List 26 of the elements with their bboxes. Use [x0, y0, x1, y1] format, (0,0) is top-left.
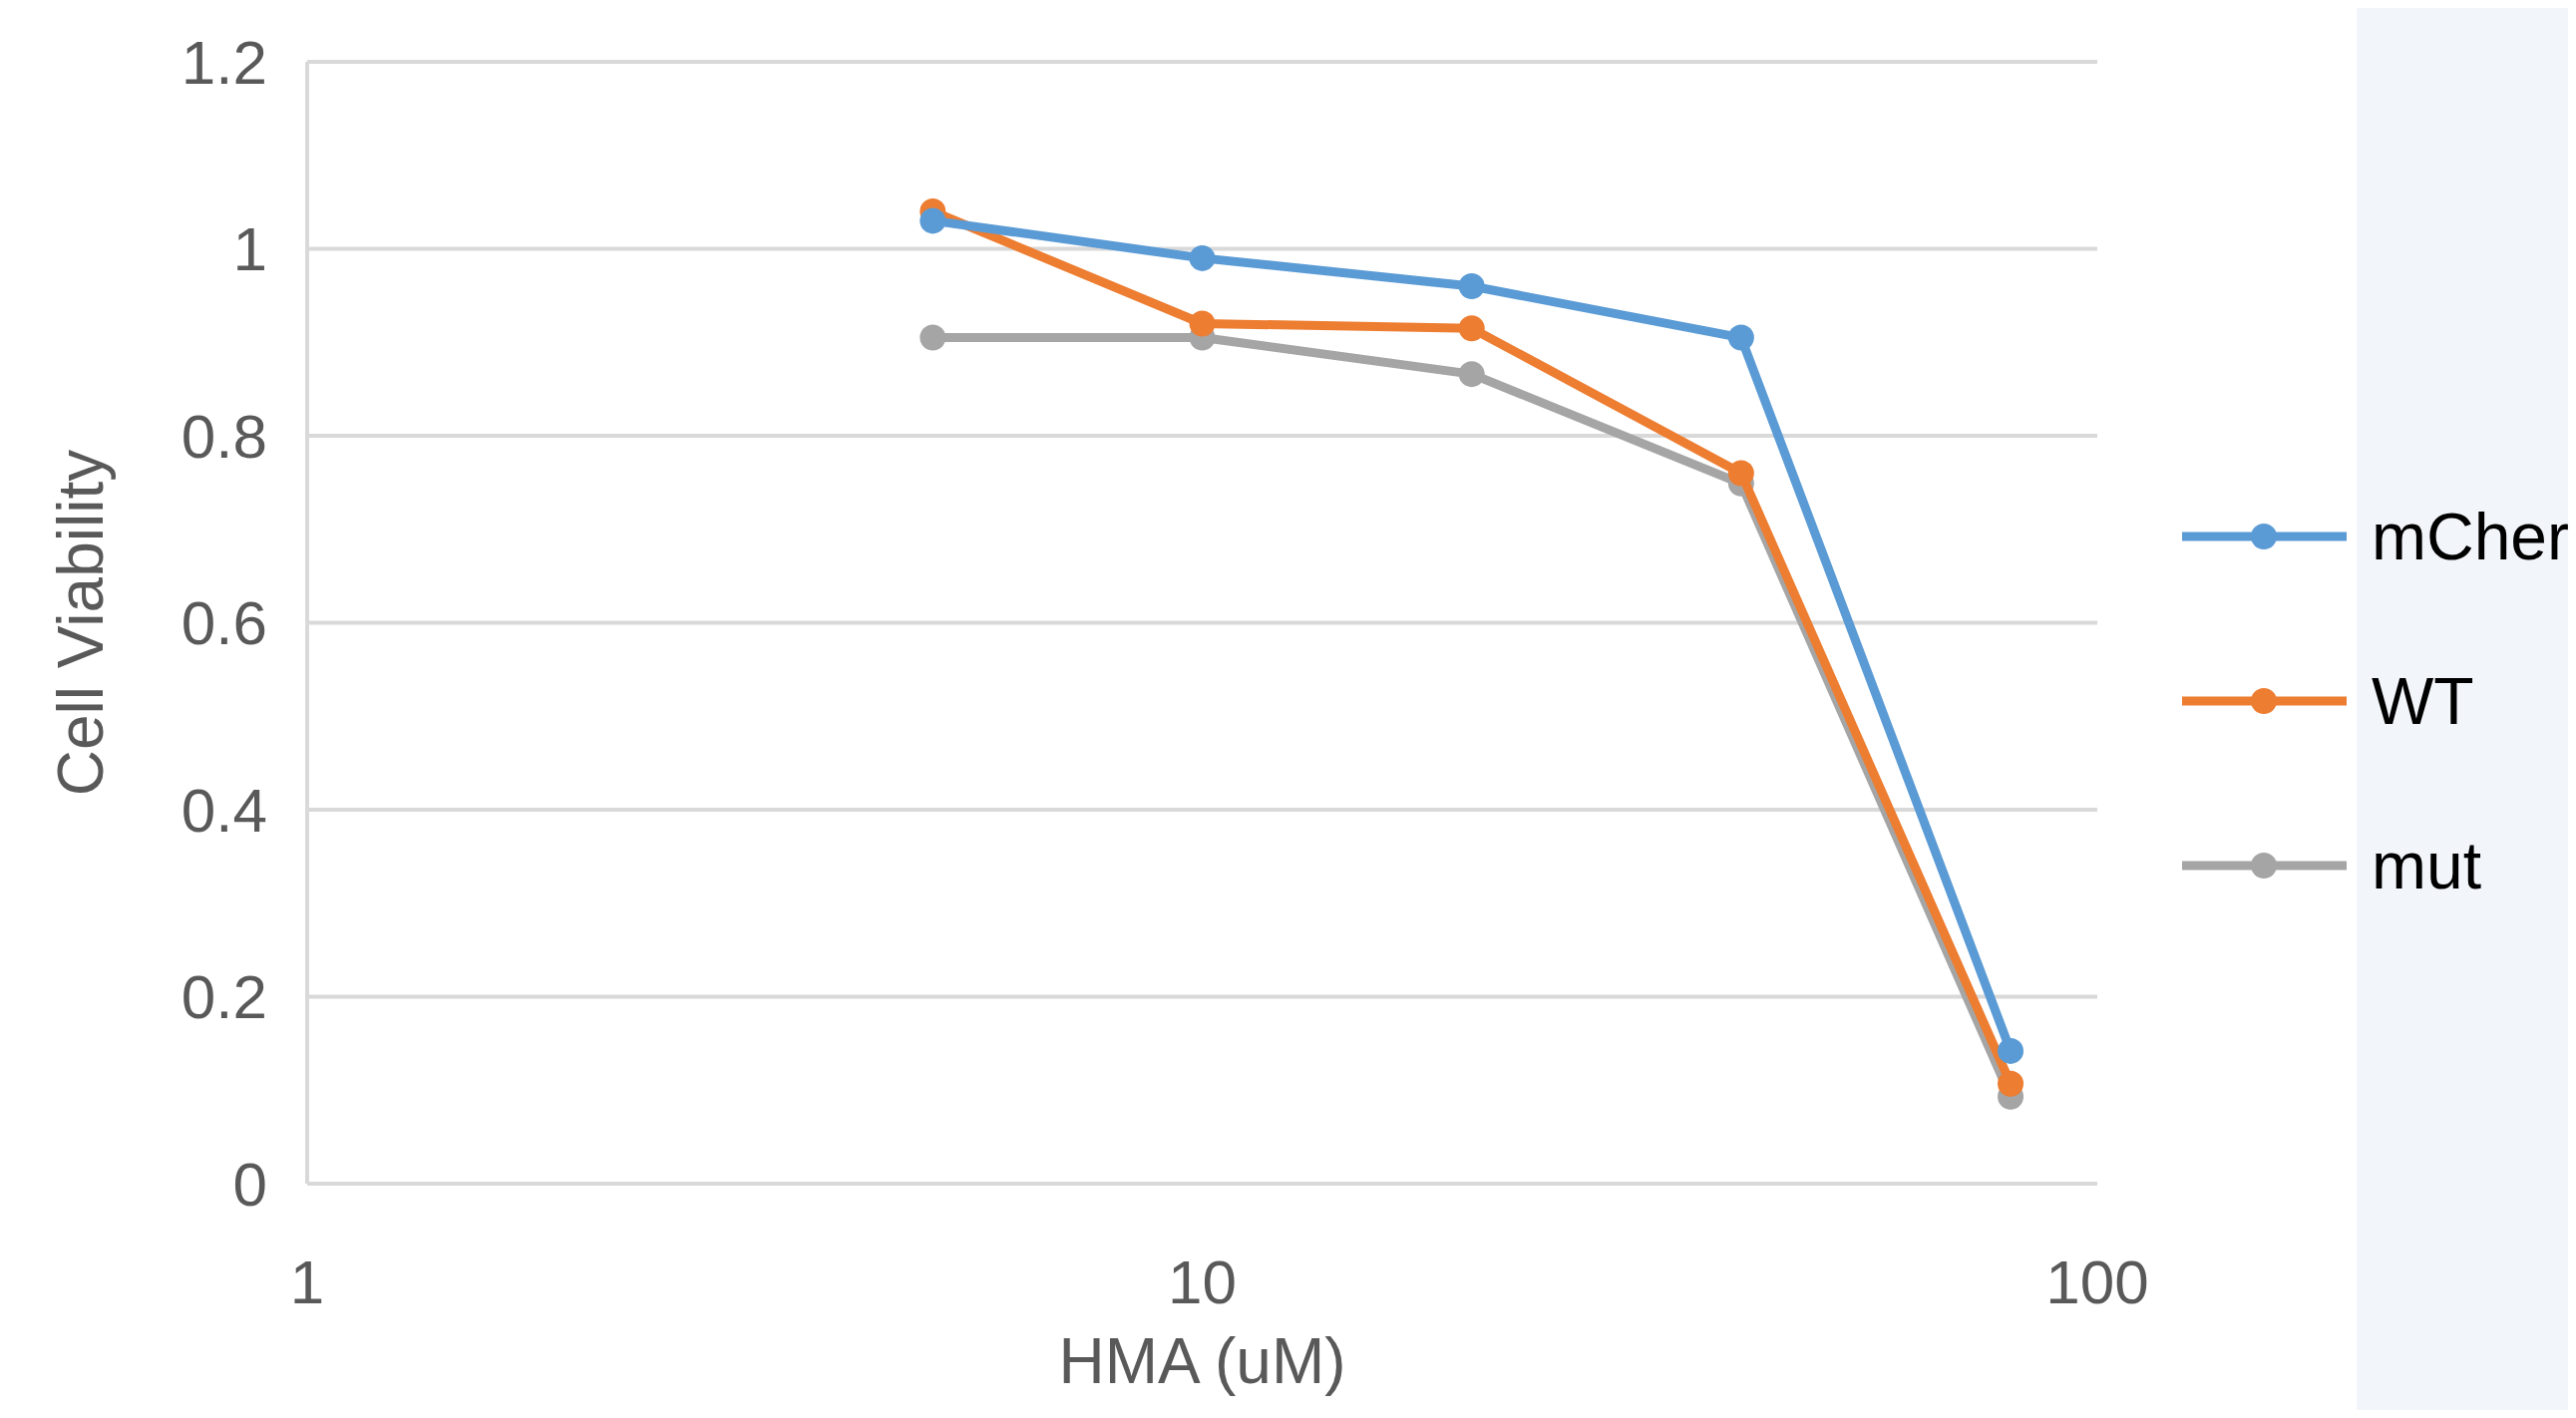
x-axis-title: HMA (uM)	[1058, 1325, 1346, 1397]
y-tick-label: 1.2	[181, 27, 267, 97]
point	[1998, 1037, 2024, 1064]
y-tick-label: 0.4	[181, 775, 267, 845]
legend-label: WT	[2372, 664, 2474, 739]
point	[1458, 273, 1485, 299]
legend-label: mut	[2372, 829, 2482, 903]
point	[1727, 460, 1754, 487]
x-tick-label: 1	[289, 1247, 325, 1316]
point	[1189, 244, 1216, 271]
legend-label: mCher	[2372, 500, 2570, 574]
x-tick-label: 100	[2045, 1247, 2149, 1316]
point	[1998, 1070, 2024, 1097]
y-tick-label: 0	[232, 1149, 267, 1219]
y-tick-label: 0.2	[181, 962, 267, 1032]
point	[1727, 324, 1754, 351]
x-tick-label: 10	[1168, 1247, 1237, 1316]
point	[920, 324, 946, 351]
y-tick-label: 0.6	[181, 588, 267, 658]
point	[1189, 310, 1216, 337]
point	[920, 207, 946, 234]
y-tick-label: 1	[232, 214, 267, 284]
y-tick-label: 0.8	[181, 401, 267, 471]
point	[1458, 315, 1485, 342]
y-axis-title: Cell Viability	[45, 449, 117, 797]
point	[1458, 361, 1485, 388]
